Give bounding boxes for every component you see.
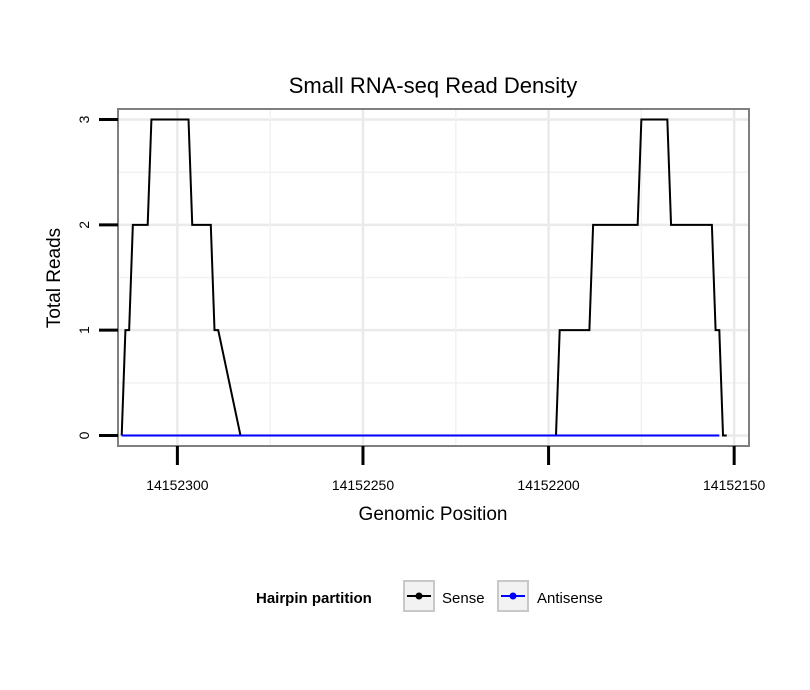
legend-item-antisense: Antisense xyxy=(497,580,603,612)
legend-item-sense: Sense xyxy=(403,580,485,612)
series-line-sense xyxy=(120,118,727,437)
y-tick-label: 2 xyxy=(76,221,92,229)
x-tick-label: 14152200 xyxy=(517,477,580,493)
chart-title: Small RNA-seq Read Density xyxy=(289,73,578,98)
x-axis-title: Genomic Position xyxy=(359,504,508,525)
y-tick-label: 0 xyxy=(76,431,92,439)
legend-point-sense xyxy=(415,592,423,600)
x-tick-label: 14152300 xyxy=(146,477,209,493)
legend-label-antisense: Antisense xyxy=(537,590,603,607)
legend: Hairpin partition Sense Antisense xyxy=(256,580,603,612)
y-tick-label: 1 xyxy=(76,326,92,334)
panel-border xyxy=(117,108,750,447)
y-axis-title: Total Reads xyxy=(44,228,65,328)
y-tick-label: 3 xyxy=(76,115,92,123)
x-tick-label: 14152250 xyxy=(332,477,395,493)
x-tick-label: 14152150 xyxy=(703,477,766,493)
x-axis: 14152300 14152250 14152200 14152150 xyxy=(146,446,766,493)
legend-label-sense: Sense xyxy=(442,590,485,607)
legend-title: Hairpin partition xyxy=(256,590,372,607)
legend-point-antisense xyxy=(509,592,517,600)
series-layer xyxy=(120,118,727,437)
y-axis: 0 1 2 3 xyxy=(76,115,118,439)
